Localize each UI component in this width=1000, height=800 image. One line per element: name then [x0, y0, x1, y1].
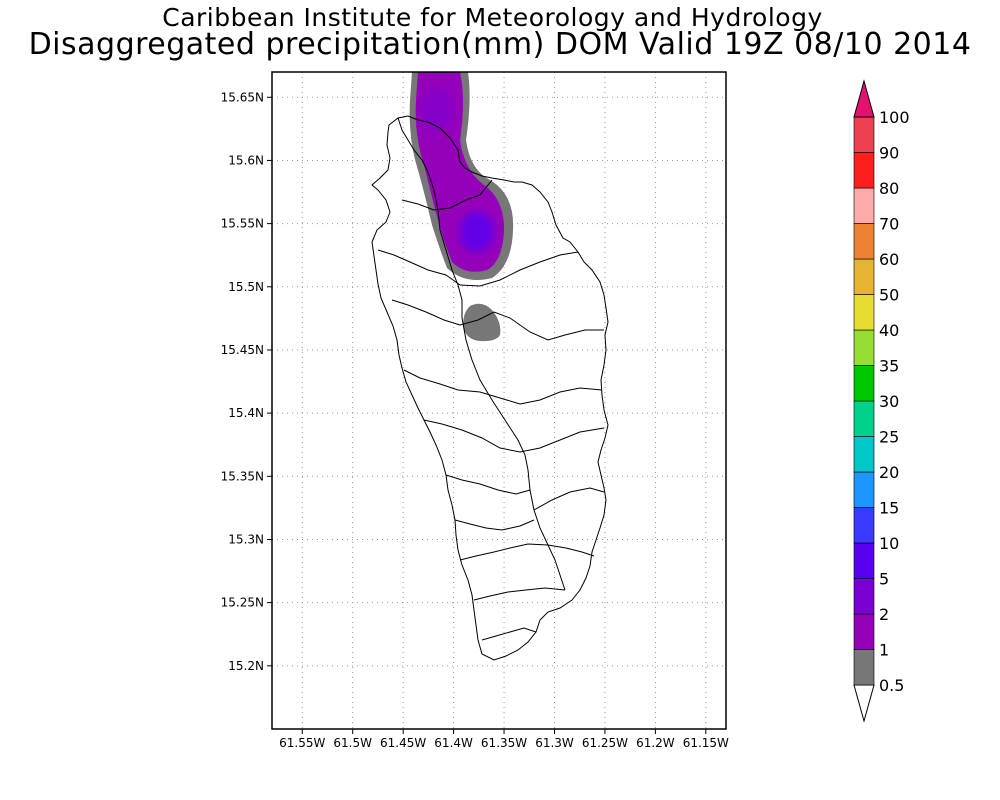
- legend-label: 0.5: [879, 676, 904, 695]
- legend-over-triangle: [853, 79, 875, 118]
- y-tick-label: 15.6N: [228, 153, 264, 167]
- legend-swatch: [853, 365, 875, 402]
- x-tick-label: 61.55W: [279, 736, 325, 750]
- island-outline: [371, 115, 609, 661]
- legend-label: 20: [879, 463, 899, 482]
- legend-label: 25: [879, 428, 899, 447]
- y-axis-ticks: 15.65N 15.6N 15.55N 15.5N 15.45N 15.4N 15.35N 1…: [221, 90, 272, 673]
- x-tick-label: 61.4W: [434, 736, 473, 750]
- legend-label: 70: [879, 215, 899, 234]
- legend-label: 90: [879, 144, 899, 163]
- x-axis-ticks: 61.55W 61.5W 61.45W 61.4W 61.35W 61.3W 61.25W 6…: [279, 729, 729, 750]
- y-tick-label: 15.5N: [228, 280, 264, 294]
- legend-label: 10: [879, 534, 899, 553]
- y-tick-label: 15.45N: [221, 343, 264, 357]
- legend-swatch: [853, 116, 875, 153]
- legend-label: 80: [879, 179, 899, 198]
- legend-swatch: [853, 613, 875, 650]
- legend-under-triangle: [853, 684, 875, 723]
- legend-swatch: [853, 578, 875, 615]
- legend-swatch: [853, 329, 875, 366]
- x-tick-label: 61.45W: [380, 736, 426, 750]
- legend-swatch: [853, 542, 875, 579]
- legend-swatch: [853, 294, 875, 331]
- y-tick-label: 15.65N: [221, 90, 264, 104]
- legend-label: 2: [879, 605, 889, 624]
- legend-label: 15: [879, 499, 899, 518]
- legend-swatch: [853, 258, 875, 295]
- x-tick-label: 61.2W: [636, 736, 675, 750]
- legend-swatch: [853, 152, 875, 189]
- legend-swatch: [853, 223, 875, 260]
- legend-label: 30: [879, 392, 899, 411]
- x-tick-label: 61.3W: [535, 736, 574, 750]
- plot-frame: [271, 71, 727, 730]
- legend-label: 40: [879, 321, 899, 340]
- legend-label: 35: [879, 357, 899, 376]
- x-tick-label: 61.25W: [582, 736, 628, 750]
- legend-label: 100: [879, 108, 910, 127]
- legend-label: 5: [879, 570, 889, 589]
- y-tick-label: 15.35N: [221, 469, 264, 483]
- y-tick-label: 15.25N: [221, 596, 264, 610]
- y-tick-label: 15.3N: [228, 532, 264, 546]
- legend-label: 1: [879, 641, 889, 660]
- x-tick-label: 61.15W: [683, 736, 729, 750]
- y-tick-label: 15.2N: [228, 659, 264, 673]
- legend-swatch: [853, 400, 875, 437]
- legend-swatch: [853, 436, 875, 473]
- y-tick-label: 15.4N: [228, 406, 264, 420]
- chart-title: Caribbean Institute for Meteorology and …: [162, 3, 823, 32]
- legend-swatch: [853, 649, 875, 686]
- legend-label: 50: [879, 286, 899, 305]
- x-tick-label: 61.5W: [333, 736, 372, 750]
- y-tick-label: 15.55N: [221, 217, 264, 231]
- legend-swatch: [853, 471, 875, 508]
- x-tick-label: 61.35W: [481, 736, 527, 750]
- precipitation-layer: [409, 72, 514, 342]
- legend-swatch: [853, 507, 875, 544]
- legend-swatch: [853, 187, 875, 224]
- chart-subtitle: Disaggregated precipitation(mm) DOM Vali…: [28, 27, 972, 62]
- grid-lines: [272, 72, 726, 729]
- legend-label: 60: [879, 250, 899, 269]
- precip-area-north-band-peak: [460, 212, 494, 252]
